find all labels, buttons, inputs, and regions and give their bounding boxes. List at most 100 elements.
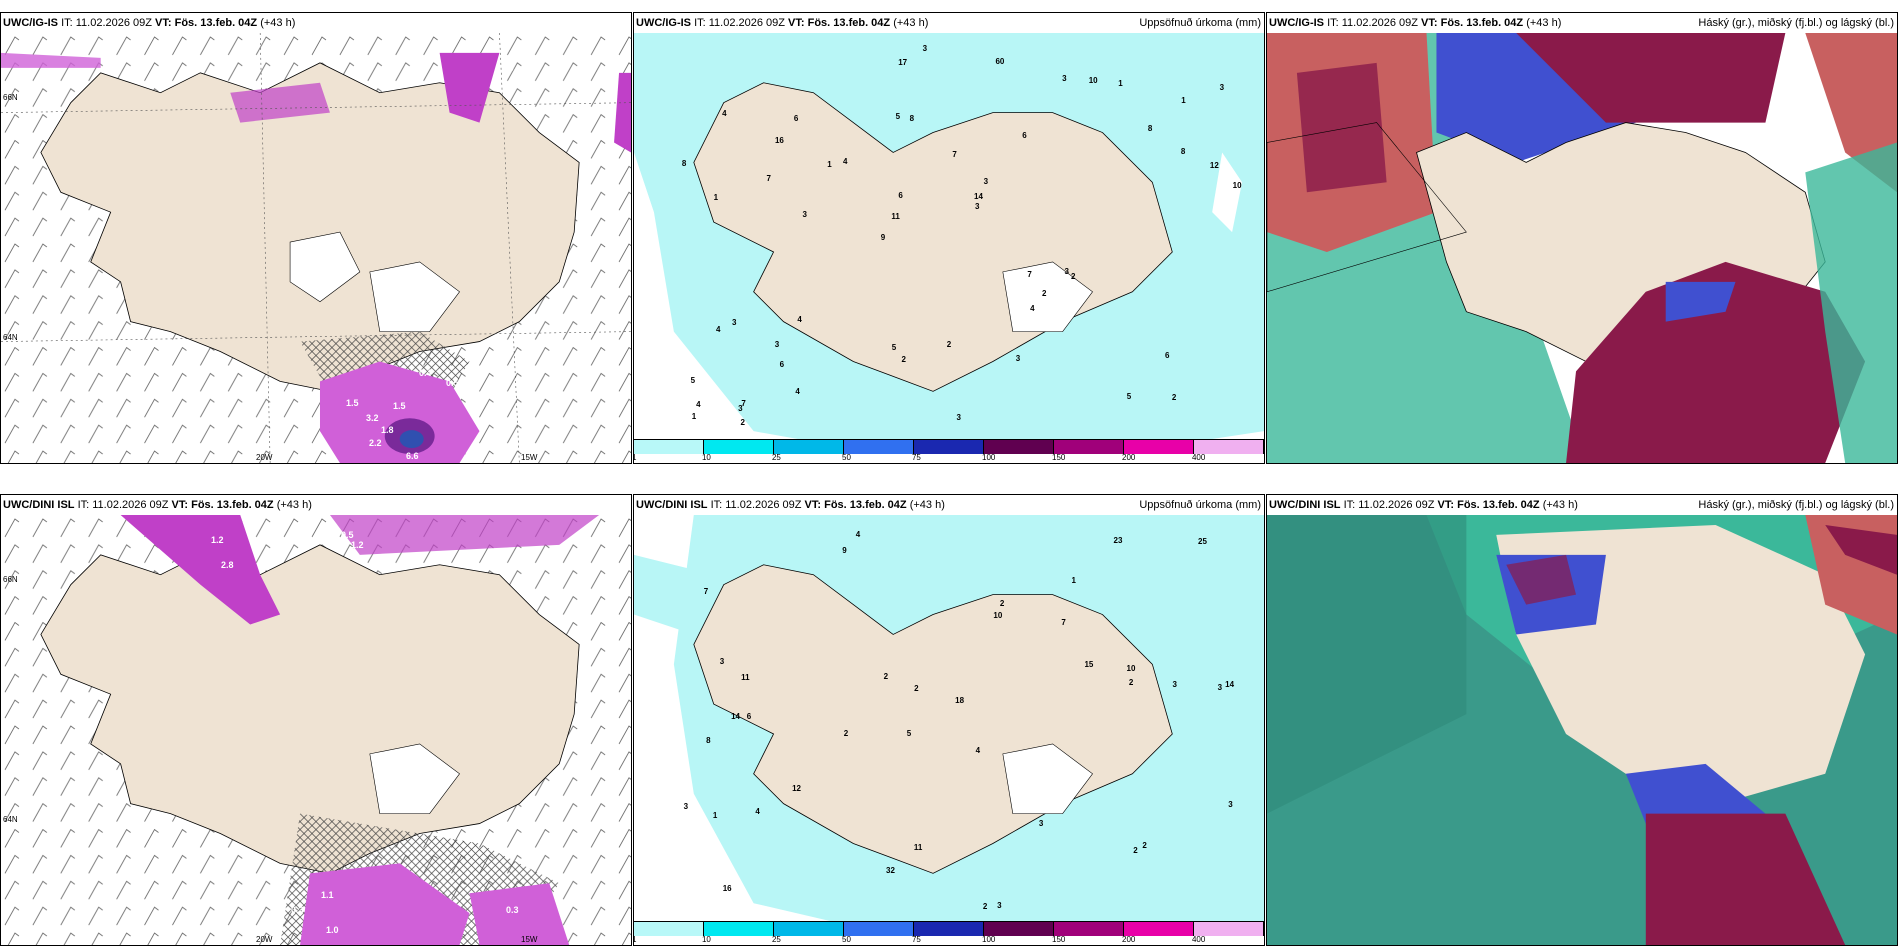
map-wind-dini[interactable]: 66N 64N 20W 15W 1.2 2.8 0.5 1.2 0.3 1.0 … [1,515,631,945]
legend-swatch [984,440,1054,454]
map-clouds-igis[interactable] [1267,33,1897,463]
legend-tick-label: 25 [771,935,781,944]
precip-value: 10 [993,610,1003,620]
wind-value: 3.2 [366,413,379,423]
wind-value: 1.3 [501,63,514,73]
precip-value: 4 [975,746,981,756]
legend-tick-label: 100 [982,935,996,944]
legend-tick-label: 150 [1052,453,1066,462]
legend-tick-label: 10 [701,453,711,462]
precip-value: 2 [1171,392,1177,402]
precip-value: 5 [895,112,901,122]
precip-value: 3 [1228,800,1233,810]
precip-value: 16 [722,884,732,894]
precip-value: 1 [827,159,832,169]
precip-value: 14 [1225,680,1235,690]
legend-swatch [1124,922,1194,936]
precip-value: 2 [946,339,952,349]
legend-swatch [774,922,844,936]
precip-value: 8 [681,159,687,169]
legend-swatch [774,440,844,454]
wind-value: 1.2 [351,540,364,550]
precip-value: 6 [793,113,799,123]
precip-value: 2 [1142,840,1147,850]
legend-tick-label: 1 [634,935,636,944]
lat-label-66: 66N [3,93,18,102]
precip-value: 3 [802,209,807,219]
precip-value: 10 [1126,664,1136,674]
panel-header: UWC/DINI ISL IT: 11.02.2026 09Z VT: Fös.… [1,495,631,515]
legend-tick-label: 400 [1191,935,1206,944]
legend-swatch [844,440,914,454]
precip-value: 5 [891,342,897,352]
precip-value: 2 [901,355,906,365]
panel-precip-dini: UWC/DINI ISL IT: 11.02.2026 09Z VT: Fös.… [633,494,1265,946]
precip-value: 7 [1061,617,1066,627]
precip-value: 12 [1209,160,1219,170]
precip-value: 3 [683,802,689,812]
legend-swatch [984,922,1054,936]
wind-value: 1.5 [346,398,359,408]
legend-swatch [914,922,984,936]
precip-value: 4 [855,529,861,539]
legend-tick-label: 150 [1052,935,1066,944]
precip-value: 1 [1181,95,1186,105]
legend-tick-label: 25 [771,453,781,462]
precip-value: 6 [1022,130,1027,140]
precip-value: 3 [1015,354,1021,364]
precip-value: 2 [1128,678,1134,688]
precip-value: 3 [974,202,980,212]
precip-value: 17 [898,58,908,68]
legend-tick-label: 10 [701,935,711,944]
precip-value: 8 [1147,124,1153,134]
precip-value: 10 [1232,180,1242,190]
precip-value: 23 [1113,536,1123,546]
precip-value: 1 [1118,79,1123,89]
map-wind-igis[interactable]: 66N 64N 20W 15W 1.5 3.2 1.8 1.5 2.2 0.4 … [1,33,631,463]
legend-swatch [1054,922,1124,936]
precip-value: 4 [755,807,760,817]
precip-value: 4 [797,315,802,325]
precip-value: 7 [741,398,746,408]
precip-value: 3 [1062,74,1067,84]
precip-value: 7 [1027,269,1032,279]
wind-value: 1.2 [211,535,224,545]
lat-label-64: 64N [3,333,18,342]
precip-legend: 1 10 25 50 75 100 150 200 400 [634,921,1264,945]
wind-value: 1.8 [381,425,394,435]
map-precip-igis[interactable]: 110255075100150200400 211967573456832417… [634,33,1264,463]
precip-value: 60 [995,56,1005,66]
precip-value: 11 [913,842,923,852]
precip-value: 4 [696,400,701,410]
precip-value: 6 [746,711,752,721]
wind-value: 0.4 [419,368,432,378]
precip-value: 3 [1038,818,1044,828]
precip-value: 3 [774,339,780,349]
map-clouds-dini[interactable] [1267,515,1897,945]
panel-clouds-dini: UWC/DINI ISL IT: 11.02.2026 09Z VT: Fös.… [1266,494,1898,946]
precip-legend: 1 10 25 50 75 100 150 200 400 [634,439,1264,463]
legend-swatch [704,922,774,936]
legend-swatch [1194,440,1264,454]
wind-value: 2.8 [221,560,234,570]
wind-value: 0.3 [291,905,304,915]
precip-value: 8 [706,736,711,746]
legend-swatch [914,440,984,454]
precip-value: 2 [740,418,745,428]
precip-value: 4 [716,325,721,335]
precip-value: 15 [1084,660,1094,670]
precip-value: 16 [774,136,784,146]
legend-tick-label: 200 [1122,935,1136,944]
lon-label-15: 15W [521,453,538,462]
wind-value: 0.5 [341,530,354,540]
lon-label-20: 20W [256,935,273,944]
map-precip-dini[interactable]: 110255075100150200400 413546778101816922… [634,515,1264,945]
precip-value: 4 [795,387,800,397]
precip-value: 25 [1198,536,1207,546]
wind-value: 2.2 [369,438,382,448]
precip-value: 5 [1126,391,1132,401]
precip-value: 3 [732,317,737,327]
precip-value: 2 [914,684,919,694]
legend-tick-label: 200 [1122,453,1136,462]
precip-value: 2 [1041,289,1047,299]
